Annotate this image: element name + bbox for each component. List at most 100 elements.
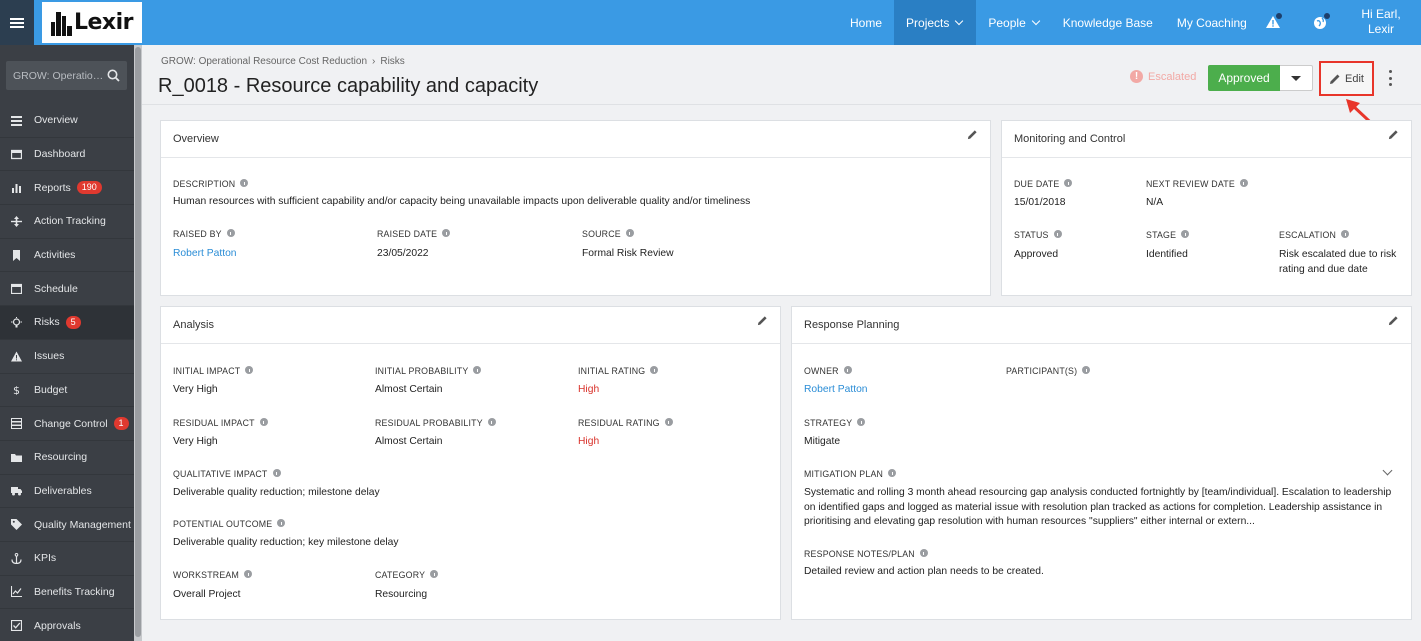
due-date-label: DUE DATE [1014, 179, 1073, 189]
sidebar-item-quality-management[interactable]: Quality Management [0, 508, 134, 542]
search-icon[interactable] [107, 69, 120, 82]
info-icon[interactable] [664, 418, 673, 426]
sidebar-item-approvals[interactable]: Approvals [0, 609, 134, 641]
sidebar-item-issues[interactable]: Issues [0, 340, 134, 374]
info-icon[interactable] [442, 229, 451, 237]
pencil-icon[interactable] [967, 129, 978, 140]
category-value: Resourcing [375, 589, 428, 600]
hamburger-icon [10, 17, 24, 28]
next-review-label: NEXT REVIEW DATE [1146, 179, 1248, 189]
initial-probability-label: INITIAL PROBABILITY [375, 366, 482, 376]
main-content: GROW: Operational Resource Cost Reductio… [142, 45, 1421, 641]
breadcrumb: GROW: Operational Resource Cost Reductio… [161, 56, 405, 67]
info-icon[interactable] [272, 469, 281, 477]
initial-rating-label: INITIAL RATING [578, 366, 659, 376]
nav-projects[interactable]: Projects [894, 0, 977, 45]
nav-home[interactable]: Home [838, 0, 894, 45]
anchor-icon [11, 552, 22, 564]
sidebar-item-schedule[interactable]: Schedule [0, 272, 134, 307]
overview-card-header: Overview [161, 121, 990, 158]
sidebar-item-activities[interactable]: Activities [0, 239, 134, 273]
info-icon[interactable] [625, 229, 634, 237]
potential-outcome-value: Deliverable quality reduction; key miles… [173, 537, 399, 548]
sidebar-item-dashboard[interactable]: Dashboard [0, 138, 134, 172]
info-icon[interactable] [226, 229, 235, 237]
alerts-icon[interactable] [1264, 13, 1282, 31]
residual-probability-value: Almost Certain [375, 436, 443, 447]
info-icon[interactable] [1181, 230, 1190, 238]
info-icon[interactable] [259, 418, 268, 426]
nav-my-coaching[interactable]: My Coaching [1165, 0, 1259, 45]
breadcrumb-project[interactable]: GROW: Operational Resource Cost Reductio… [161, 56, 368, 67]
owner-link[interactable]: Robert Patton [804, 384, 868, 395]
dollar-icon: $ [13, 384, 20, 395]
stage-value: Identified [1146, 249, 1188, 260]
exclamation-icon: ! [1130, 70, 1143, 83]
sidebar-item-kpis[interactable]: KPIs [0, 542, 134, 576]
scrollbar-thumb[interactable] [135, 47, 141, 637]
info-icon[interactable] [245, 366, 254, 374]
warning-icon [11, 351, 22, 362]
pencil-icon[interactable] [757, 315, 768, 326]
raised-date-label: RAISED DATE [377, 229, 451, 239]
info-icon[interactable] [244, 570, 253, 578]
nav-people-label: People [988, 15, 1026, 30]
search-placeholder: GROW: Operationa... [13, 69, 107, 82]
initial-impact-value: Very High [173, 384, 218, 395]
truck-icon [11, 487, 22, 496]
sidebar-item-reports[interactable]: Reports 190 [0, 171, 134, 206]
info-icon[interactable] [487, 418, 496, 426]
sidebar-item-risks[interactable]: Risks 5 [0, 306, 134, 340]
info-icon[interactable] [1239, 179, 1248, 187]
info-icon[interactable] [888, 469, 897, 477]
sidebar-item-budget[interactable]: $ Budget [0, 374, 134, 408]
info-icon[interactable] [240, 179, 249, 187]
info-icon[interactable] [1064, 179, 1073, 187]
breadcrumb-risks[interactable]: Risks [380, 56, 405, 67]
info-icon[interactable] [650, 366, 659, 374]
info-icon[interactable] [843, 366, 852, 374]
stage-label: STAGE [1146, 230, 1190, 240]
logo[interactable]: Lexir [40, 0, 144, 45]
info-icon[interactable] [473, 366, 482, 374]
sidebar-item-benefits-tracking[interactable]: Benefits Tracking [0, 576, 134, 610]
chevron-down-icon[interactable] [1382, 465, 1393, 476]
dashboard-icon [11, 149, 22, 159]
project-search-input[interactable]: GROW: Operationa... [6, 61, 127, 90]
info-icon[interactable] [1082, 366, 1091, 374]
raised-by-link[interactable]: Robert Patton [173, 248, 237, 259]
server-icon [11, 418, 22, 430]
status-dropdown-toggle[interactable] [1280, 65, 1313, 91]
nav-people[interactable]: People [976, 0, 1050, 45]
sidebar-item-change-control[interactable]: Change Control 1 [0, 407, 134, 441]
user-menu[interactable]: Hi Earl, Lexir [1346, 7, 1416, 37]
nav-knowledge-base[interactable]: Knowledge Base [1051, 0, 1165, 45]
globe-icon[interactable] [1312, 13, 1330, 31]
sidebar-item-action-tracking[interactable]: Action Tracking [0, 205, 134, 239]
info-icon[interactable] [1053, 230, 1062, 238]
nav-home-label: Home [850, 15, 883, 30]
info-icon[interactable] [857, 418, 866, 426]
pencil-icon[interactable] [1388, 315, 1399, 326]
residual-impact-label: RESIDUAL IMPACT [173, 418, 268, 428]
svg-text:$: $ [13, 384, 20, 395]
workstream-label: WORKSTREAM [173, 570, 253, 580]
more-options-icon[interactable] [1387, 70, 1393, 86]
sidebar-item-resourcing[interactable]: Resourcing [0, 441, 134, 475]
strategy-value: Mitigate [804, 436, 841, 447]
menu-toggle-button[interactable] [0, 0, 34, 45]
approved-status-button[interactable]: Approved [1208, 65, 1280, 91]
sidebar-item-deliverables[interactable]: Deliverables [0, 475, 134, 509]
pencil-icon[interactable] [1388, 129, 1399, 140]
sidebar-item-overview[interactable]: Overview [0, 104, 134, 138]
residual-impact-value: Very High [173, 436, 218, 447]
info-icon[interactable] [430, 570, 439, 578]
info-icon[interactable] [277, 519, 286, 527]
edit-button[interactable]: Edit [1319, 61, 1374, 96]
mitigation-plan-label: MITIGATION PLAN [804, 469, 897, 479]
bookmark-icon [13, 249, 20, 261]
info-icon[interactable] [1341, 230, 1350, 238]
sidebar-scrollbar[interactable] [134, 45, 142, 641]
workstream-value: Overall Project [173, 589, 241, 600]
info-icon[interactable] [919, 549, 928, 557]
